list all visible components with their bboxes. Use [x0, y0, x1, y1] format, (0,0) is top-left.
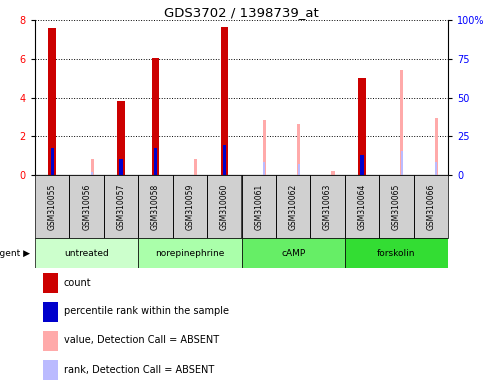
Text: GSM310064: GSM310064 [357, 183, 367, 230]
Bar [263, 162, 265, 175]
Bar [400, 70, 403, 175]
Text: forskolin: forskolin [377, 248, 416, 258]
Text: GSM310056: GSM310056 [82, 183, 91, 230]
Bar [297, 124, 300, 175]
Bar [276, 175, 311, 238]
Text: untreated: untreated [64, 248, 109, 258]
Bar [172, 175, 207, 238]
Bar [91, 159, 94, 175]
Bar [413, 175, 448, 238]
Text: GSM310058: GSM310058 [151, 184, 160, 230]
Bar [242, 238, 345, 268]
Bar [221, 27, 228, 175]
Bar [117, 101, 125, 175]
Bar [331, 171, 335, 175]
Text: GSM310065: GSM310065 [392, 183, 401, 230]
Bar [43, 302, 57, 322]
Text: GSM310059: GSM310059 [185, 183, 194, 230]
Bar [138, 238, 242, 268]
Text: GSM310066: GSM310066 [426, 183, 435, 230]
Bar [242, 175, 276, 238]
Text: GSM310060: GSM310060 [220, 183, 229, 230]
Text: cAMP: cAMP [281, 248, 305, 258]
Bar [138, 175, 172, 238]
Text: count: count [64, 278, 92, 288]
Bar [345, 238, 448, 268]
Bar [43, 273, 57, 293]
Bar [207, 175, 242, 238]
Title: GDS3702 / 1398739_at: GDS3702 / 1398739_at [164, 6, 319, 19]
Text: GSM310061: GSM310061 [254, 184, 263, 230]
Bar [43, 331, 57, 351]
Bar [435, 118, 438, 175]
Bar [401, 151, 403, 175]
Bar [152, 58, 159, 175]
Bar [194, 159, 197, 175]
Bar [104, 175, 138, 238]
Text: GSM310057: GSM310057 [116, 183, 126, 230]
Bar [48, 28, 56, 175]
Text: rank, Detection Call = ABSENT: rank, Detection Call = ABSENT [64, 364, 214, 374]
Bar [35, 238, 138, 268]
Text: agent ▶: agent ▶ [0, 248, 30, 258]
Text: norepinephrine: norepinephrine [155, 248, 225, 258]
Bar [43, 360, 57, 380]
Bar [223, 145, 226, 175]
Bar [119, 159, 123, 175]
Bar [345, 175, 379, 238]
Text: percentile rank within the sample: percentile rank within the sample [64, 306, 229, 316]
Bar [360, 155, 364, 175]
Text: GSM310063: GSM310063 [323, 183, 332, 230]
Text: GSM310055: GSM310055 [48, 183, 57, 230]
Bar [311, 175, 345, 238]
Bar [154, 148, 157, 175]
Bar [358, 78, 366, 175]
Bar [435, 162, 437, 175]
Bar [298, 164, 299, 175]
Bar [35, 175, 70, 238]
Bar [379, 175, 413, 238]
Text: value, Detection Call = ABSENT: value, Detection Call = ABSENT [64, 336, 219, 346]
Bar [51, 148, 54, 175]
Bar [70, 175, 104, 238]
Text: GSM310062: GSM310062 [289, 184, 298, 230]
Bar [91, 172, 93, 175]
Bar [263, 120, 266, 175]
